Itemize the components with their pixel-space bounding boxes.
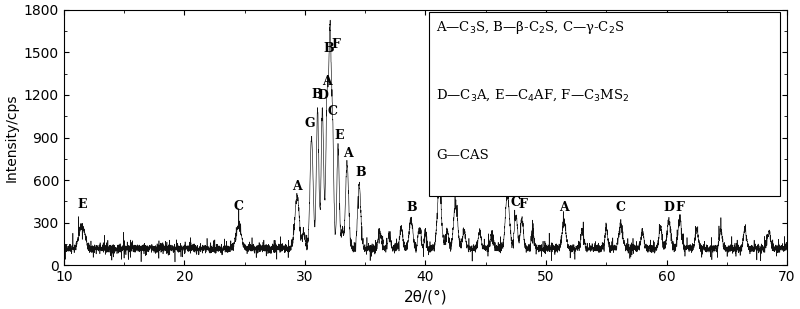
- Text: B: B: [406, 201, 417, 214]
- Text: C: C: [616, 201, 626, 214]
- Text: A: A: [343, 147, 353, 160]
- Text: F: F: [518, 198, 527, 211]
- Text: F: F: [675, 201, 684, 214]
- Text: G: G: [305, 117, 315, 130]
- Text: D: D: [502, 173, 513, 186]
- FancyBboxPatch shape: [429, 12, 780, 196]
- Text: A: A: [292, 180, 302, 193]
- Text: C: C: [234, 200, 244, 213]
- Text: A: A: [322, 75, 332, 88]
- Text: B: B: [312, 88, 322, 101]
- Text: F: F: [331, 38, 340, 51]
- Text: C: C: [511, 196, 521, 209]
- Text: E: E: [334, 129, 344, 142]
- Text: D: D: [317, 89, 328, 102]
- Text: D: D: [663, 201, 674, 214]
- Text: A: A: [434, 164, 444, 177]
- Text: B: B: [451, 183, 462, 196]
- Text: B: B: [323, 42, 334, 55]
- Text: G—CAS: G—CAS: [436, 149, 489, 162]
- Text: C: C: [327, 105, 338, 118]
- Y-axis label: Intensity/cps: Intensity/cps: [4, 93, 18, 182]
- Text: A: A: [559, 201, 569, 214]
- X-axis label: 2θ/(°): 2θ/(°): [404, 290, 447, 305]
- Text: D—C$_3$A, E—C$_4$AF, F—C$_3$MS$_2$: D—C$_3$A, E—C$_4$AF, F—C$_3$MS$_2$: [436, 88, 630, 103]
- Text: E: E: [77, 198, 86, 211]
- Text: B: B: [355, 166, 366, 179]
- Text: A—C$_3$S, B—β-C$_2$S, C—γ-C$_2$S: A—C$_3$S, B—β-C$_2$S, C—γ-C$_2$S: [436, 19, 625, 36]
